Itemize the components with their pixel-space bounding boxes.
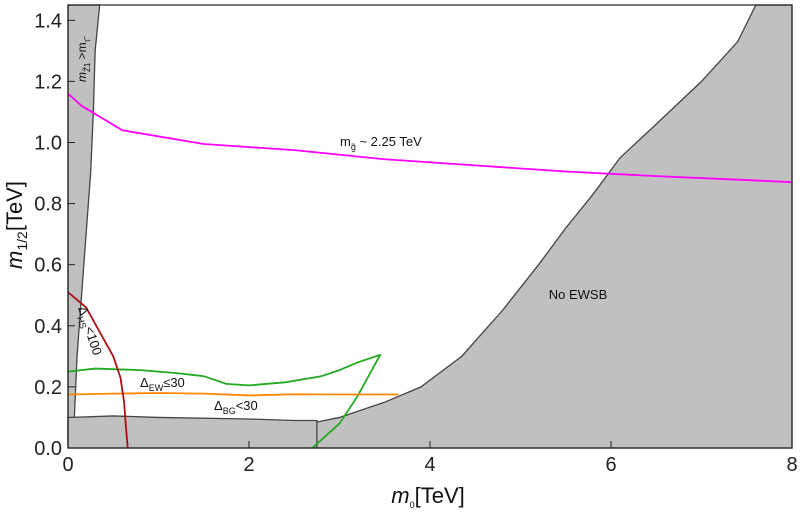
series-line-gluino: [67, 92, 793, 184]
y-tick-label: 0.8: [34, 194, 62, 216]
y-tick-label: 0.2: [34, 377, 62, 399]
delta-ew-label: ΔEW≤30: [140, 375, 185, 393]
excluded-region-2: [67, 415, 318, 449]
x-tick-label: 4: [424, 454, 435, 476]
series-layer: [67, 92, 793, 449]
excluded-region-1: [316, 4, 793, 449]
gluino-label: mg̃ ~ 2.25 TeV: [340, 134, 422, 152]
y-tick-label: 1.0: [34, 132, 62, 154]
series-line-delta-bg: [67, 392, 399, 397]
y-tick-label: 0.6: [34, 255, 62, 277]
y-tick-label: 0.0: [34, 438, 62, 460]
ticks-layer: 0 2 4 6 8 0.0 0.2 0.4 0.6 0.8 1.0 1.2 1.4: [34, 10, 797, 476]
x-axis-title: m0[TeV]: [391, 483, 464, 510]
x-tick-label: 0: [62, 454, 73, 476]
x-tick-label: 2: [243, 454, 254, 476]
y-tick-label: 0.4: [34, 316, 62, 338]
y-tick-label: 1.2: [34, 71, 62, 93]
delta-bg-label: ΔBG<30: [214, 398, 258, 416]
y-tick-label: 1.4: [34, 10, 62, 32]
regions-layer: [67, 4, 793, 449]
mz1-mtau-label: mZ̃1 >mτ̃: [75, 36, 92, 82]
x-tick-label: 8: [786, 454, 797, 476]
series-line-delta-ew: [67, 353, 382, 449]
x-tick-label: 6: [605, 454, 616, 476]
no-ewsb-label: No EWSB: [549, 287, 608, 302]
y-axis-title: m1/2[TeV]: [2, 181, 30, 269]
series-line-delta-hs: [67, 291, 129, 449]
